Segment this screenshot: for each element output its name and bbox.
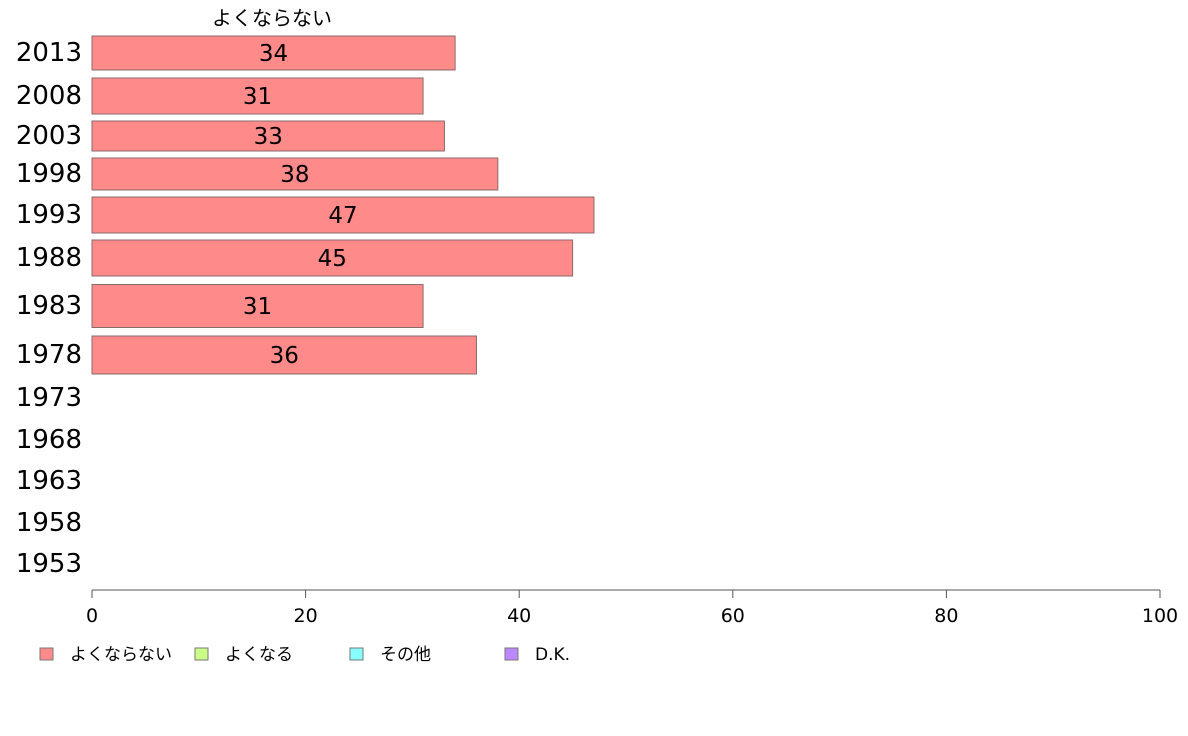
y-tick-label: 2008 xyxy=(16,81,82,111)
x-tick-label: 0 xyxy=(86,605,98,627)
x-tick-label: 60 xyxy=(721,605,745,627)
x-tick-label: 20 xyxy=(294,605,318,627)
bar-value-label: 31 xyxy=(243,84,272,110)
legend-swatch xyxy=(349,647,364,661)
bar xyxy=(91,284,424,328)
bar xyxy=(91,196,595,234)
legend-label: よくならない xyxy=(70,645,172,665)
y-tick-label: 1993 xyxy=(16,200,82,230)
y-tick-label: 1978 xyxy=(16,340,82,370)
bars-group: 34 31 33 38 47 45 31 36 xyxy=(91,35,595,375)
bar xyxy=(91,35,456,71)
legend-swatch xyxy=(194,647,209,661)
bar-value-label: 45 xyxy=(318,246,347,272)
bar xyxy=(91,120,445,152)
y-tick-label: 1968 xyxy=(16,425,82,455)
x-tick-label: 100 xyxy=(1142,605,1178,627)
bar xyxy=(91,239,574,277)
x-axis: 0 20 40 60 80 100 xyxy=(86,589,1178,627)
y-tick-label: 1973 xyxy=(16,383,82,413)
legend-label: よくなる xyxy=(225,645,293,665)
y-tick-label: 1998 xyxy=(16,159,82,189)
y-tick-label: 1958 xyxy=(16,508,82,538)
bar-value-label: 34 xyxy=(259,41,288,67)
bar-value-label: 31 xyxy=(243,294,272,320)
legend-swatch xyxy=(39,647,54,661)
legend-swatch xyxy=(504,647,519,661)
bar xyxy=(91,335,477,375)
bar xyxy=(91,77,424,115)
series-title: よくならない xyxy=(212,6,332,30)
y-axis-labels: 2013 2008 2003 1998 1993 1988 1983 1978 1973 1968… xyxy=(16,38,82,579)
y-tick-label: 1963 xyxy=(16,466,82,496)
bar-value-label: 47 xyxy=(328,203,357,229)
y-tick-label: 1953 xyxy=(16,549,82,579)
y-tick-label: 1983 xyxy=(16,291,82,321)
y-tick-label: 2003 xyxy=(16,121,82,151)
bar-value-label: 38 xyxy=(280,162,309,188)
bar-value-label: 36 xyxy=(270,343,299,369)
legend-label: その他 xyxy=(380,645,431,665)
x-tick-label: 80 xyxy=(934,605,958,627)
y-tick-label: 2013 xyxy=(16,38,82,68)
y-tick-label: 1988 xyxy=(16,243,82,273)
legend-label: D.K. xyxy=(535,645,570,665)
legend: よくならない よくなる その他 D.K. xyxy=(39,645,570,665)
bar xyxy=(91,157,499,191)
bar-value-label: 33 xyxy=(254,124,283,150)
x-tick-label: 40 xyxy=(507,605,531,627)
